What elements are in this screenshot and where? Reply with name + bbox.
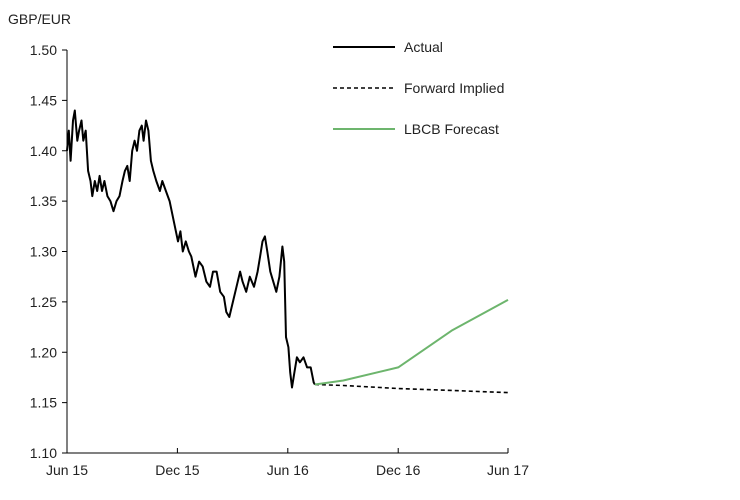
legend-label: Actual — [404, 39, 443, 55]
series-line-lbcb-forecast — [314, 299, 509, 386]
x-tick-label: Dec 16 — [376, 462, 421, 478]
x-tick-label: Jun 16 — [267, 462, 309, 478]
y-tick-label: 1.50 — [30, 42, 57, 58]
y-tick-label: 1.10 — [30, 445, 57, 461]
y-tick-label: 1.20 — [30, 344, 57, 360]
x-tick-label: Jun 17 — [487, 462, 529, 478]
x-tick-label: Jun 15 — [46, 462, 88, 478]
y-axis: 1.10 1.15 1.20 1.25 1.30 1.35 1.40 1.45 1.50 — [30, 42, 68, 461]
y-tick-label: 1.25 — [30, 294, 57, 310]
legend-label: Forward Implied — [404, 80, 504, 96]
legend: Actual Forward Implied LBCB Forecast — [333, 39, 504, 137]
y-tick-label: 1.40 — [30, 143, 57, 159]
series-lines — [66, 109, 509, 394]
x-axis: Jun 15 Dec 15 Jun 16 Dec 16 Jun 17 — [46, 448, 529, 478]
y-tick-label: 1.15 — [30, 395, 57, 411]
y-tick-label: 1.30 — [30, 244, 57, 260]
y-axis-title: GBP/EUR — [8, 11, 71, 27]
x-tick-label: Dec 15 — [155, 462, 200, 478]
y-tick-label: 1.45 — [30, 92, 57, 108]
legend-label: LBCB Forecast — [404, 121, 499, 137]
y-tick-label: 1.35 — [30, 193, 57, 209]
series-line-actual — [66, 109, 316, 389]
series-line-forward-implied — [314, 383, 509, 394]
